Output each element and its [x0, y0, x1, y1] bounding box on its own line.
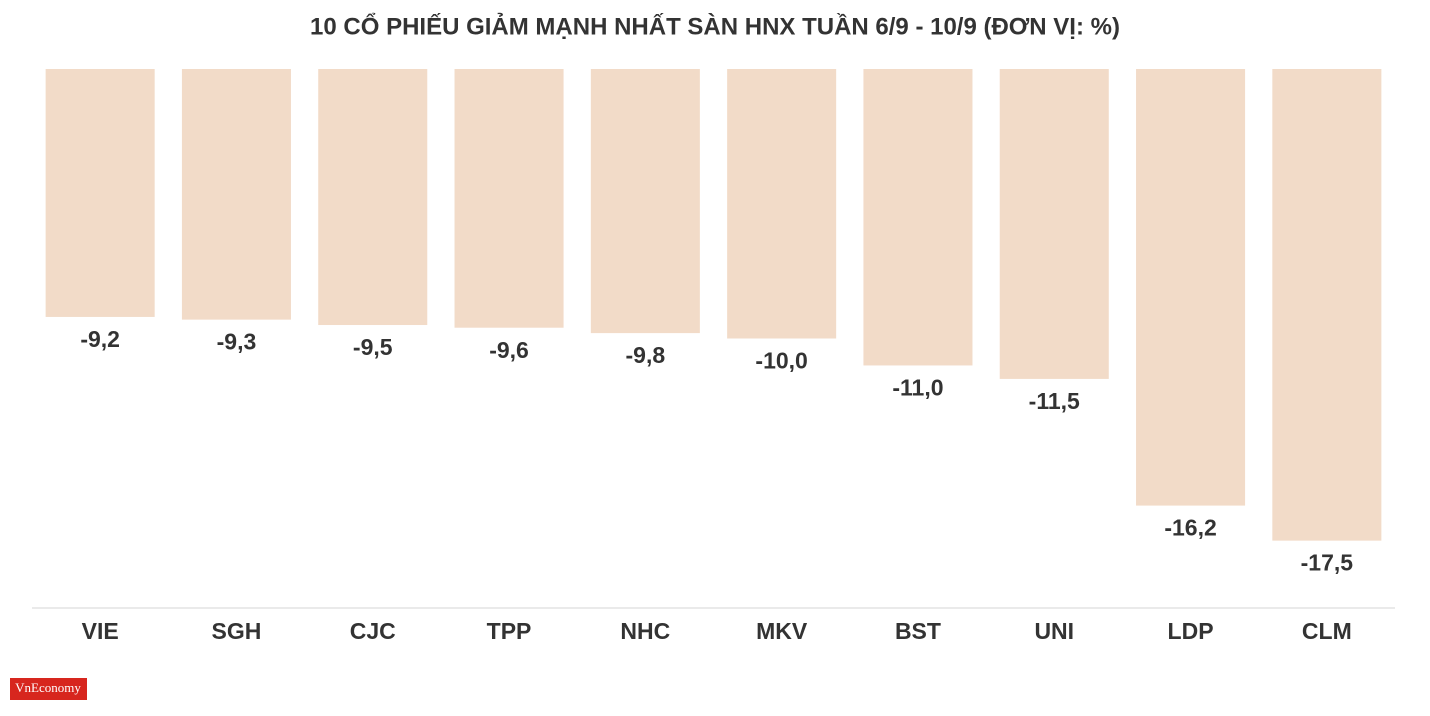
data-label: -11,0 — [892, 375, 943, 401]
x-tick-label: CJC — [350, 618, 396, 644]
data-label: -9,5 — [353, 334, 393, 360]
x-tick-label: NHC — [620, 618, 670, 644]
bar — [318, 69, 428, 326]
data-label: -11,5 — [1029, 388, 1080, 414]
data-label: -9,2 — [80, 326, 120, 352]
bar — [590, 69, 700, 334]
x-tick-label: MKV — [756, 618, 808, 644]
data-label: -9,3 — [217, 329, 257, 355]
bar — [45, 69, 155, 317]
bar — [863, 69, 973, 366]
x-tick-label: UNI — [1034, 618, 1074, 644]
chart-title: 10 CỔ PHIẾU GIẢM MẠNH NHẤT SÀN HNX TUẦN … — [310, 11, 1120, 40]
data-label: -10,0 — [755, 348, 807, 374]
bar — [727, 69, 837, 339]
bar — [181, 69, 291, 320]
x-tick-label: CLM — [1302, 618, 1352, 644]
logo: VnEconomy — [15, 680, 81, 695]
x-tick-label: SGH — [212, 618, 262, 644]
logo-box — [10, 678, 87, 700]
data-label: -9,8 — [626, 342, 666, 368]
x-tick-label: BST — [895, 618, 941, 644]
bar — [454, 69, 564, 328]
bar — [1136, 69, 1246, 506]
x-tick-label: TPP — [487, 618, 532, 644]
x-tick-label: VIE — [82, 618, 119, 644]
data-label: -16,2 — [1164, 515, 1216, 541]
data-label: -17,5 — [1301, 550, 1354, 576]
data-label: -9,6 — [489, 337, 529, 363]
x-tick-label: LDP — [1168, 618, 1214, 644]
bar — [999, 69, 1109, 379]
bar — [1272, 69, 1382, 541]
